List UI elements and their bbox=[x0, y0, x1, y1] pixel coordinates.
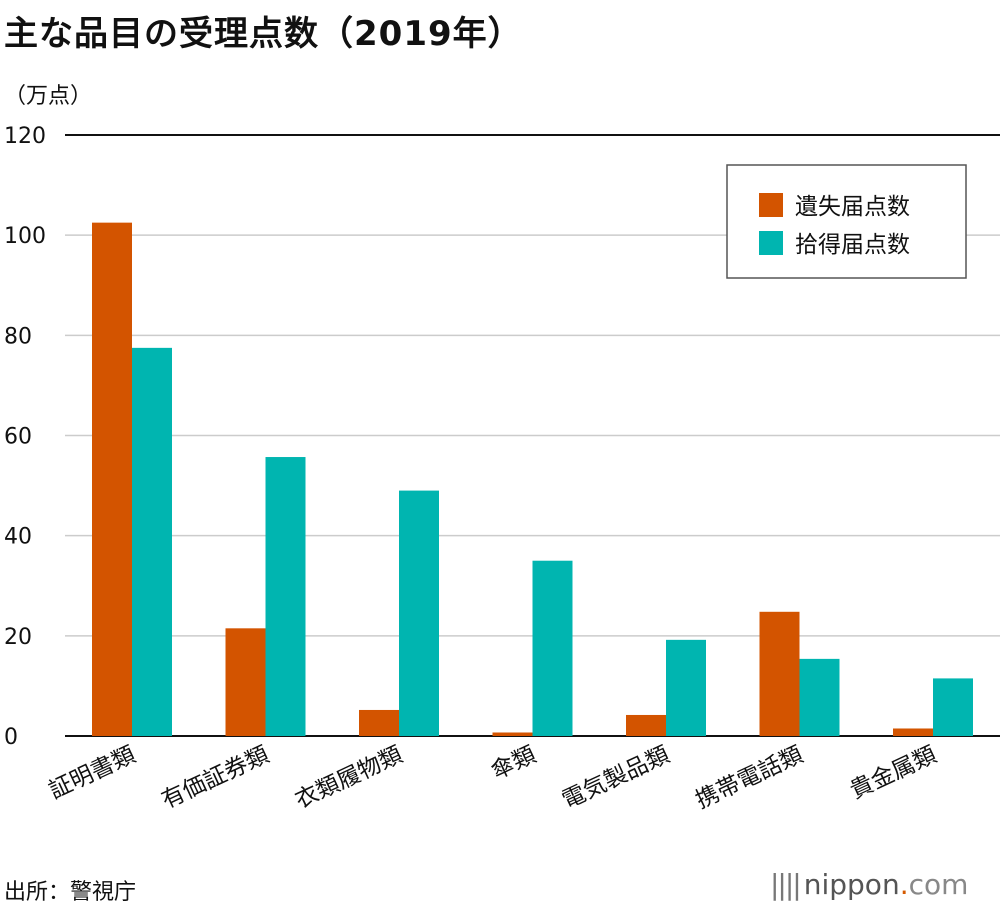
legend-swatch-lost bbox=[759, 193, 783, 217]
bar-found-1 bbox=[265, 457, 306, 736]
legend-label-lost: 遺失届点数 bbox=[795, 194, 910, 220]
legend-label-found: 拾得届点数 bbox=[795, 232, 910, 258]
x-tick-label-2: 衣類履物類 bbox=[291, 742, 406, 814]
y-tick-label-100: 100 bbox=[4, 224, 46, 249]
bar-lost-5 bbox=[759, 611, 800, 736]
logo-marks-icon: |||| bbox=[770, 868, 802, 901]
bar-found-5 bbox=[799, 658, 840, 736]
bar-lost-4 bbox=[626, 714, 666, 736]
bar-chart: 0 20 40 60 80 100 120 証明書類 有価証券類 衣類履物類 傘類 電気製品類 携帯電話… bbox=[4, 124, 1000, 814]
x-tick-label-1: 有価証券類 bbox=[158, 742, 273, 814]
bar-found-0 bbox=[132, 347, 172, 736]
y-tick-label-20: 20 bbox=[4, 625, 32, 650]
legend-swatch-found bbox=[759, 231, 783, 255]
x-tick-label-3: 傘類 bbox=[487, 742, 540, 785]
y-tick-label-80: 80 bbox=[4, 324, 32, 349]
bar-found-6 bbox=[933, 678, 973, 736]
bar-found-4 bbox=[666, 639, 706, 736]
logo-suffix: com bbox=[908, 868, 969, 901]
bar-lost-3 bbox=[492, 732, 533, 736]
logo-dot: . bbox=[899, 868, 909, 901]
bar-lost-2 bbox=[359, 709, 399, 736]
x-tick-label-4: 電気製品類 bbox=[558, 742, 673, 814]
chart-title: 主な品目の受理点数（2019年） bbox=[4, 14, 523, 54]
source-note: 出所：警視庁 bbox=[4, 880, 137, 905]
bar-lost-1 bbox=[225, 628, 266, 736]
bar-lost-0 bbox=[92, 222, 132, 737]
logo-name: nippon bbox=[803, 868, 900, 901]
y-tick-label-120: 120 bbox=[4, 124, 46, 149]
nippon-logo: |||| nippon.com bbox=[770, 868, 968, 901]
legend-box bbox=[726, 164, 967, 279]
bar-found-2 bbox=[399, 490, 439, 736]
y-tick-label-0: 0 bbox=[4, 725, 18, 750]
y-tick-label-40: 40 bbox=[4, 525, 32, 550]
x-tick-label-6: 貴金属類 bbox=[846, 742, 940, 804]
y-tick-label-60: 60 bbox=[4, 425, 32, 450]
bar-found-3 bbox=[532, 560, 573, 736]
y-axis-unit-label: （万点） bbox=[4, 84, 93, 109]
x-tick-label-0: 証明書類 bbox=[45, 742, 139, 804]
bar-lost-6 bbox=[893, 728, 933, 736]
x-tick-label-5: 携帯電話類 bbox=[692, 742, 807, 814]
